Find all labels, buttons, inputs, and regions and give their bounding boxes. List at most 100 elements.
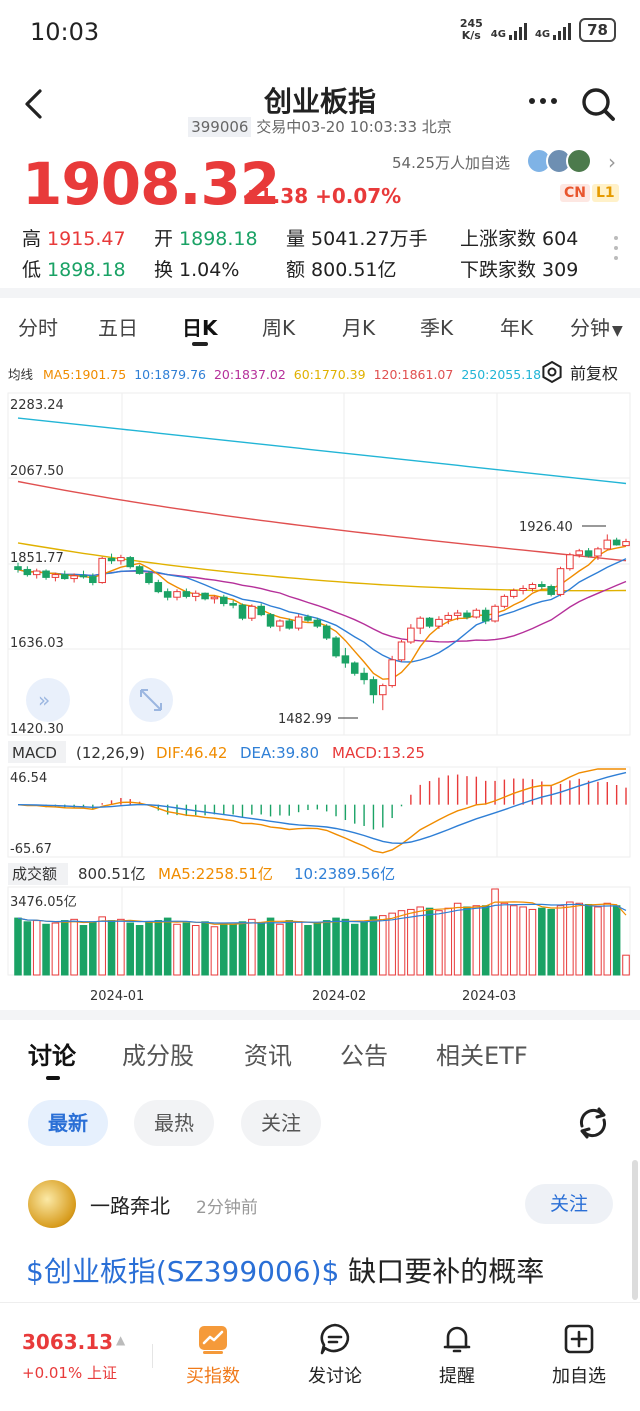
macd-legend: MACD (12,26,9) DIF:46.42 DEA:39.80 MACD:… xyxy=(8,741,425,763)
x-tick: 2024-03 xyxy=(462,989,516,1004)
ma60-line xyxy=(17,542,627,592)
post-content[interactable]: $创业板指(SZ399006)$ 缺口要补的概率 xyxy=(26,1255,545,1288)
market-index-value[interactable]: 3063.13 xyxy=(22,1330,114,1354)
candle xyxy=(276,619,284,632)
volume-bar xyxy=(163,917,172,976)
tab-news[interactable]: 资讯 xyxy=(244,1042,292,1070)
search-icon[interactable] xyxy=(580,86,616,122)
tab-constituents[interactable]: 成分股 xyxy=(122,1042,194,1070)
market-index-change[interactable]: +0.01% 上证 xyxy=(22,1364,117,1382)
tab-yearly-k[interactable]: 年K xyxy=(500,316,534,340)
dea-line xyxy=(17,771,627,845)
candle xyxy=(622,538,630,547)
volume-bar xyxy=(519,906,527,976)
volume-bar xyxy=(266,917,275,976)
candlesticks xyxy=(14,534,630,711)
candle-body xyxy=(481,609,490,622)
expand-stats-icon[interactable] xyxy=(614,236,620,266)
followers-count[interactable]: 54.25万人加自选 xyxy=(392,154,510,172)
volume-bar xyxy=(341,918,350,976)
refresh-icon[interactable] xyxy=(574,1104,612,1142)
volume-bar xyxy=(220,922,228,976)
filter-hottest[interactable]: 最热 xyxy=(134,1100,214,1146)
candle xyxy=(14,562,22,573)
price-adjust-button[interactable]: 前复权 xyxy=(540,360,618,384)
candle-body xyxy=(238,604,247,619)
candle-body xyxy=(332,637,340,657)
tab-discussion[interactable]: 讨论 xyxy=(28,1042,76,1070)
volume-bar xyxy=(491,888,499,976)
tab-minute[interactable]: 分钟 ▼ xyxy=(570,316,623,340)
stock-tag-link[interactable]: $创业板指(SZ399006)$ xyxy=(26,1255,340,1288)
candle xyxy=(332,636,340,658)
follow-button[interactable]: 关注 xyxy=(525,1184,613,1224)
signal-icon-2: 4G xyxy=(535,20,572,40)
tab-related-etf[interactable]: 相关ETF xyxy=(436,1042,528,1070)
candle-body xyxy=(435,618,443,627)
index-code: 399006 xyxy=(188,117,252,137)
buy-index-button[interactable]: 买指数 xyxy=(168,1322,258,1388)
cn-badge[interactable]: CN xyxy=(560,184,590,202)
price-tick: 2283.24 xyxy=(10,398,64,413)
volume-bar xyxy=(575,902,584,976)
volume-bar xyxy=(154,920,163,976)
avatar[interactable] xyxy=(28,1180,76,1228)
candle xyxy=(201,592,209,601)
volume-bar xyxy=(528,908,537,976)
candle-body xyxy=(594,548,602,557)
ma10-label: 10:1879.76 xyxy=(134,367,206,382)
volume-bar xyxy=(388,912,396,976)
candle-body xyxy=(407,627,415,643)
candle xyxy=(285,618,294,630)
scrollbar[interactable] xyxy=(632,1160,638,1300)
candle-body xyxy=(201,592,209,600)
tab-quarterly-k[interactable]: 季K xyxy=(420,316,454,340)
candle-body xyxy=(397,641,406,661)
candle-body xyxy=(500,595,509,607)
tab-intraday[interactable]: 分时 xyxy=(18,316,58,340)
tab-five-day[interactable]: 五日 xyxy=(98,316,138,340)
chart-grid xyxy=(7,392,631,976)
volume-bar xyxy=(350,923,359,976)
candle xyxy=(528,582,537,592)
divider xyxy=(152,1344,153,1368)
candle xyxy=(416,616,424,635)
svg-text:DIF:46.42: DIF:46.42 xyxy=(156,744,227,762)
candle xyxy=(322,624,331,641)
x-tick: 2024-01 xyxy=(90,989,144,1004)
post-discussion-button[interactable]: 发讨论 xyxy=(290,1322,380,1388)
candle xyxy=(425,617,434,629)
volume-bar xyxy=(416,906,424,976)
candle-body xyxy=(294,616,303,629)
filter-following[interactable]: 关注 xyxy=(241,1100,321,1146)
post-username[interactable]: 一路奔北 xyxy=(90,1194,170,1218)
volume-bar xyxy=(556,905,565,976)
tab-monthly-k[interactable]: 月K xyxy=(342,316,376,340)
candle xyxy=(135,564,144,575)
more-icon[interactable] xyxy=(528,96,558,106)
tab-daily-k[interactable]: 日K xyxy=(182,316,218,340)
tab-announcements[interactable]: 公告 xyxy=(340,1042,388,1070)
l1-badge[interactable]: L1 xyxy=(592,184,619,202)
volume-bar xyxy=(42,923,50,976)
chevron-right-icon[interactable]: › xyxy=(608,150,616,174)
candle-body xyxy=(266,614,275,627)
add-watchlist-button[interactable]: 加自选 xyxy=(534,1322,624,1388)
volume-bar xyxy=(500,902,509,976)
period-tabs: 分时 五日 日K 周K 月K 季K 年K 分钟 ▼ xyxy=(0,298,640,352)
candle-body xyxy=(229,603,237,606)
trading-time: 交易中03-20 10:03:33 北京 xyxy=(256,118,452,136)
fullscreen-button[interactable] xyxy=(129,678,173,722)
post-time: 2分钟前 xyxy=(196,1198,258,1218)
back-arrow-icon[interactable] xyxy=(22,88,46,120)
volume-ma10-line xyxy=(17,903,627,924)
expand-chart-button[interactable]: » xyxy=(26,678,70,722)
filter-latest[interactable]: 最新 xyxy=(28,1100,108,1146)
follower-avatars[interactable] xyxy=(526,148,592,174)
candle-body xyxy=(360,672,368,681)
candle-body xyxy=(304,616,312,621)
alert-button[interactable]: 提醒 xyxy=(412,1322,502,1388)
dif-line xyxy=(17,768,626,854)
kline-chart[interactable]: 2283.24 2067.50 1851.77 1636.03 1420.30 … xyxy=(0,385,640,1010)
tab-weekly-k[interactable]: 周K xyxy=(262,316,296,340)
